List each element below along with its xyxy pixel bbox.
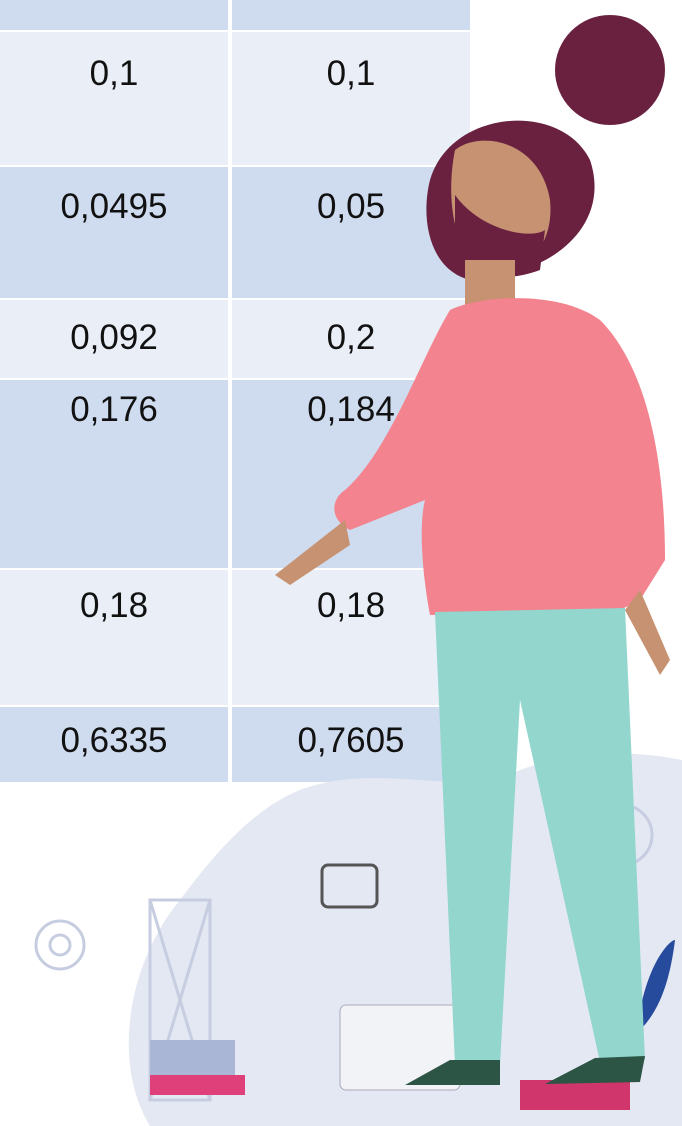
illustration [0, 0, 682, 1126]
books [150, 1040, 235, 1080]
slide: 0,0560,04650,10,10,04950,050,0920,20,176… [0, 0, 682, 1126]
hair-bun [555, 15, 665, 125]
sweater [334, 298, 665, 615]
box [520, 1080, 630, 1110]
books [150, 1075, 245, 1095]
hand [625, 590, 670, 675]
hand [275, 520, 350, 585]
